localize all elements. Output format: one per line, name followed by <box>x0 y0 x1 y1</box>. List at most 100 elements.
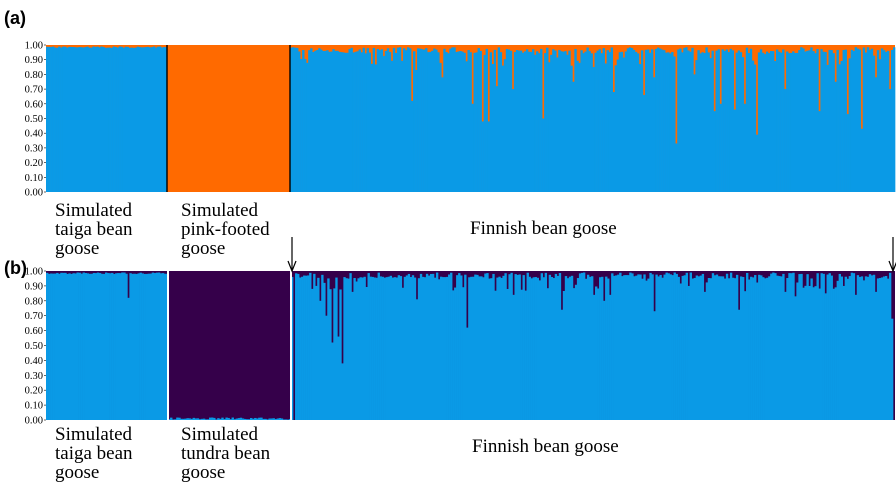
bar-primary-component <box>429 273 433 420</box>
bar-primary-component <box>750 276 753 420</box>
bar-primary-component <box>130 47 134 192</box>
bar-primary-component <box>330 51 333 193</box>
bar-primary-component <box>272 418 275 420</box>
bar-primary-component <box>296 47 299 192</box>
bar-primary-component <box>305 275 308 420</box>
bar-primary-component <box>788 53 791 192</box>
bar-primary-component <box>695 275 699 420</box>
bar-primary-component <box>139 272 142 420</box>
bar-primary-component <box>323 282 326 420</box>
bar-primary-component <box>82 47 85 193</box>
bar-primary-component <box>343 277 346 420</box>
y-tick-label: 0.00 <box>25 188 43 199</box>
bar-primary-component <box>788 273 791 420</box>
bar-primary-component <box>421 276 425 420</box>
bar-primary-component <box>681 275 684 420</box>
bar-primary-component <box>357 278 360 420</box>
bar-primary-component <box>675 273 678 420</box>
bar-primary-component <box>568 276 572 420</box>
bar-primary-component <box>782 49 785 193</box>
bar-primary-component <box>814 286 817 420</box>
bar-primary-component <box>596 50 599 192</box>
bar-primary-component <box>347 278 350 420</box>
bar-primary-component <box>527 51 531 193</box>
bar-primary-component <box>431 273 435 420</box>
bar-primary-component <box>342 52 345 192</box>
bar-primary-component <box>317 277 320 420</box>
bar-primary-component <box>594 52 597 193</box>
bar-primary-component <box>304 58 307 192</box>
y-tick-label: 0.60 <box>25 326 43 337</box>
bar-primary-component <box>792 51 795 193</box>
bar-primary-component <box>529 51 533 193</box>
bar-primary-component <box>485 48 488 192</box>
y-tick-label: 0.70 <box>25 85 43 96</box>
bar-primary-component <box>154 47 158 193</box>
bar-primary-component <box>671 52 674 192</box>
y-tick-label: 0.20 <box>25 158 43 169</box>
bar-primary-component <box>752 277 755 420</box>
bar-primary-component <box>601 276 604 420</box>
bar-primary-component <box>538 53 541 192</box>
bar-primary-component <box>56 47 59 193</box>
bar-primary-component <box>856 48 860 192</box>
bar-primary-component <box>188 418 191 420</box>
bar-primary-component <box>514 274 517 420</box>
bar-primary-component <box>560 309 564 420</box>
bar-primary-component <box>86 273 90 420</box>
bar-primary-component <box>382 56 386 192</box>
bar-primary-component <box>744 291 747 420</box>
bar-primary-component <box>776 275 779 420</box>
bar-primary-component <box>754 275 757 420</box>
bar-primary-component <box>679 283 682 420</box>
bar-primary-component <box>133 273 136 420</box>
panel-b-tundra-line2: tundra bean <box>181 443 271 464</box>
bar-primary-component <box>822 51 825 192</box>
bar-primary-component <box>252 418 255 420</box>
bar-primary-component <box>150 47 154 192</box>
bar-primary-component <box>657 47 660 192</box>
bar-primary-component <box>370 63 374 192</box>
bar-primary-component <box>104 47 107 192</box>
bar-primary-component <box>491 64 495 192</box>
bar-primary-component <box>54 273 57 420</box>
y-tick-label: 0.10 <box>25 173 43 184</box>
bar-primary-component <box>650 49 654 193</box>
bar-primary-component <box>828 49 831 193</box>
bar-primary-component <box>109 273 112 420</box>
bar-primary-component <box>800 47 803 192</box>
bar-primary-component <box>464 274 467 420</box>
bar-primary-component <box>92 272 96 420</box>
bar-primary-component <box>556 275 560 420</box>
bar-primary-component <box>651 274 654 420</box>
bar-primary-component <box>66 47 69 192</box>
bar-primary-component <box>665 52 668 192</box>
bar-primary-component <box>687 50 690 192</box>
bar-primary-component <box>444 277 447 420</box>
y-tick-label: 0.60 <box>25 99 43 110</box>
bar-primary-component <box>352 52 355 193</box>
y-tick-label: 1.00 <box>25 41 43 52</box>
bar-primary-component <box>582 272 586 420</box>
bar-primary-component <box>765 51 769 192</box>
bar-primary-component <box>94 46 97 192</box>
bar-primary-component <box>413 51 416 193</box>
bar-primary-component <box>568 50 571 193</box>
bar-primary-component <box>840 276 844 420</box>
bar-primary-component <box>572 288 576 420</box>
bar-primary-component <box>623 275 626 420</box>
bar-primary-component <box>790 273 793 420</box>
bar-primary-component <box>830 275 833 420</box>
bar-primary-component <box>518 274 521 420</box>
bar-primary-component <box>358 49 361 192</box>
bar-primary-component <box>344 52 347 192</box>
bar-primary-component <box>872 55 876 192</box>
bar-primary-component <box>554 50 557 193</box>
bar-primary-component <box>854 47 858 193</box>
bar-primary-component <box>515 50 519 192</box>
bar-primary-component <box>612 92 616 192</box>
bar-primary-component <box>764 278 767 420</box>
bar-primary-component <box>460 275 463 420</box>
bar-primary-component <box>523 51 527 192</box>
bar-primary-component <box>878 59 882 193</box>
